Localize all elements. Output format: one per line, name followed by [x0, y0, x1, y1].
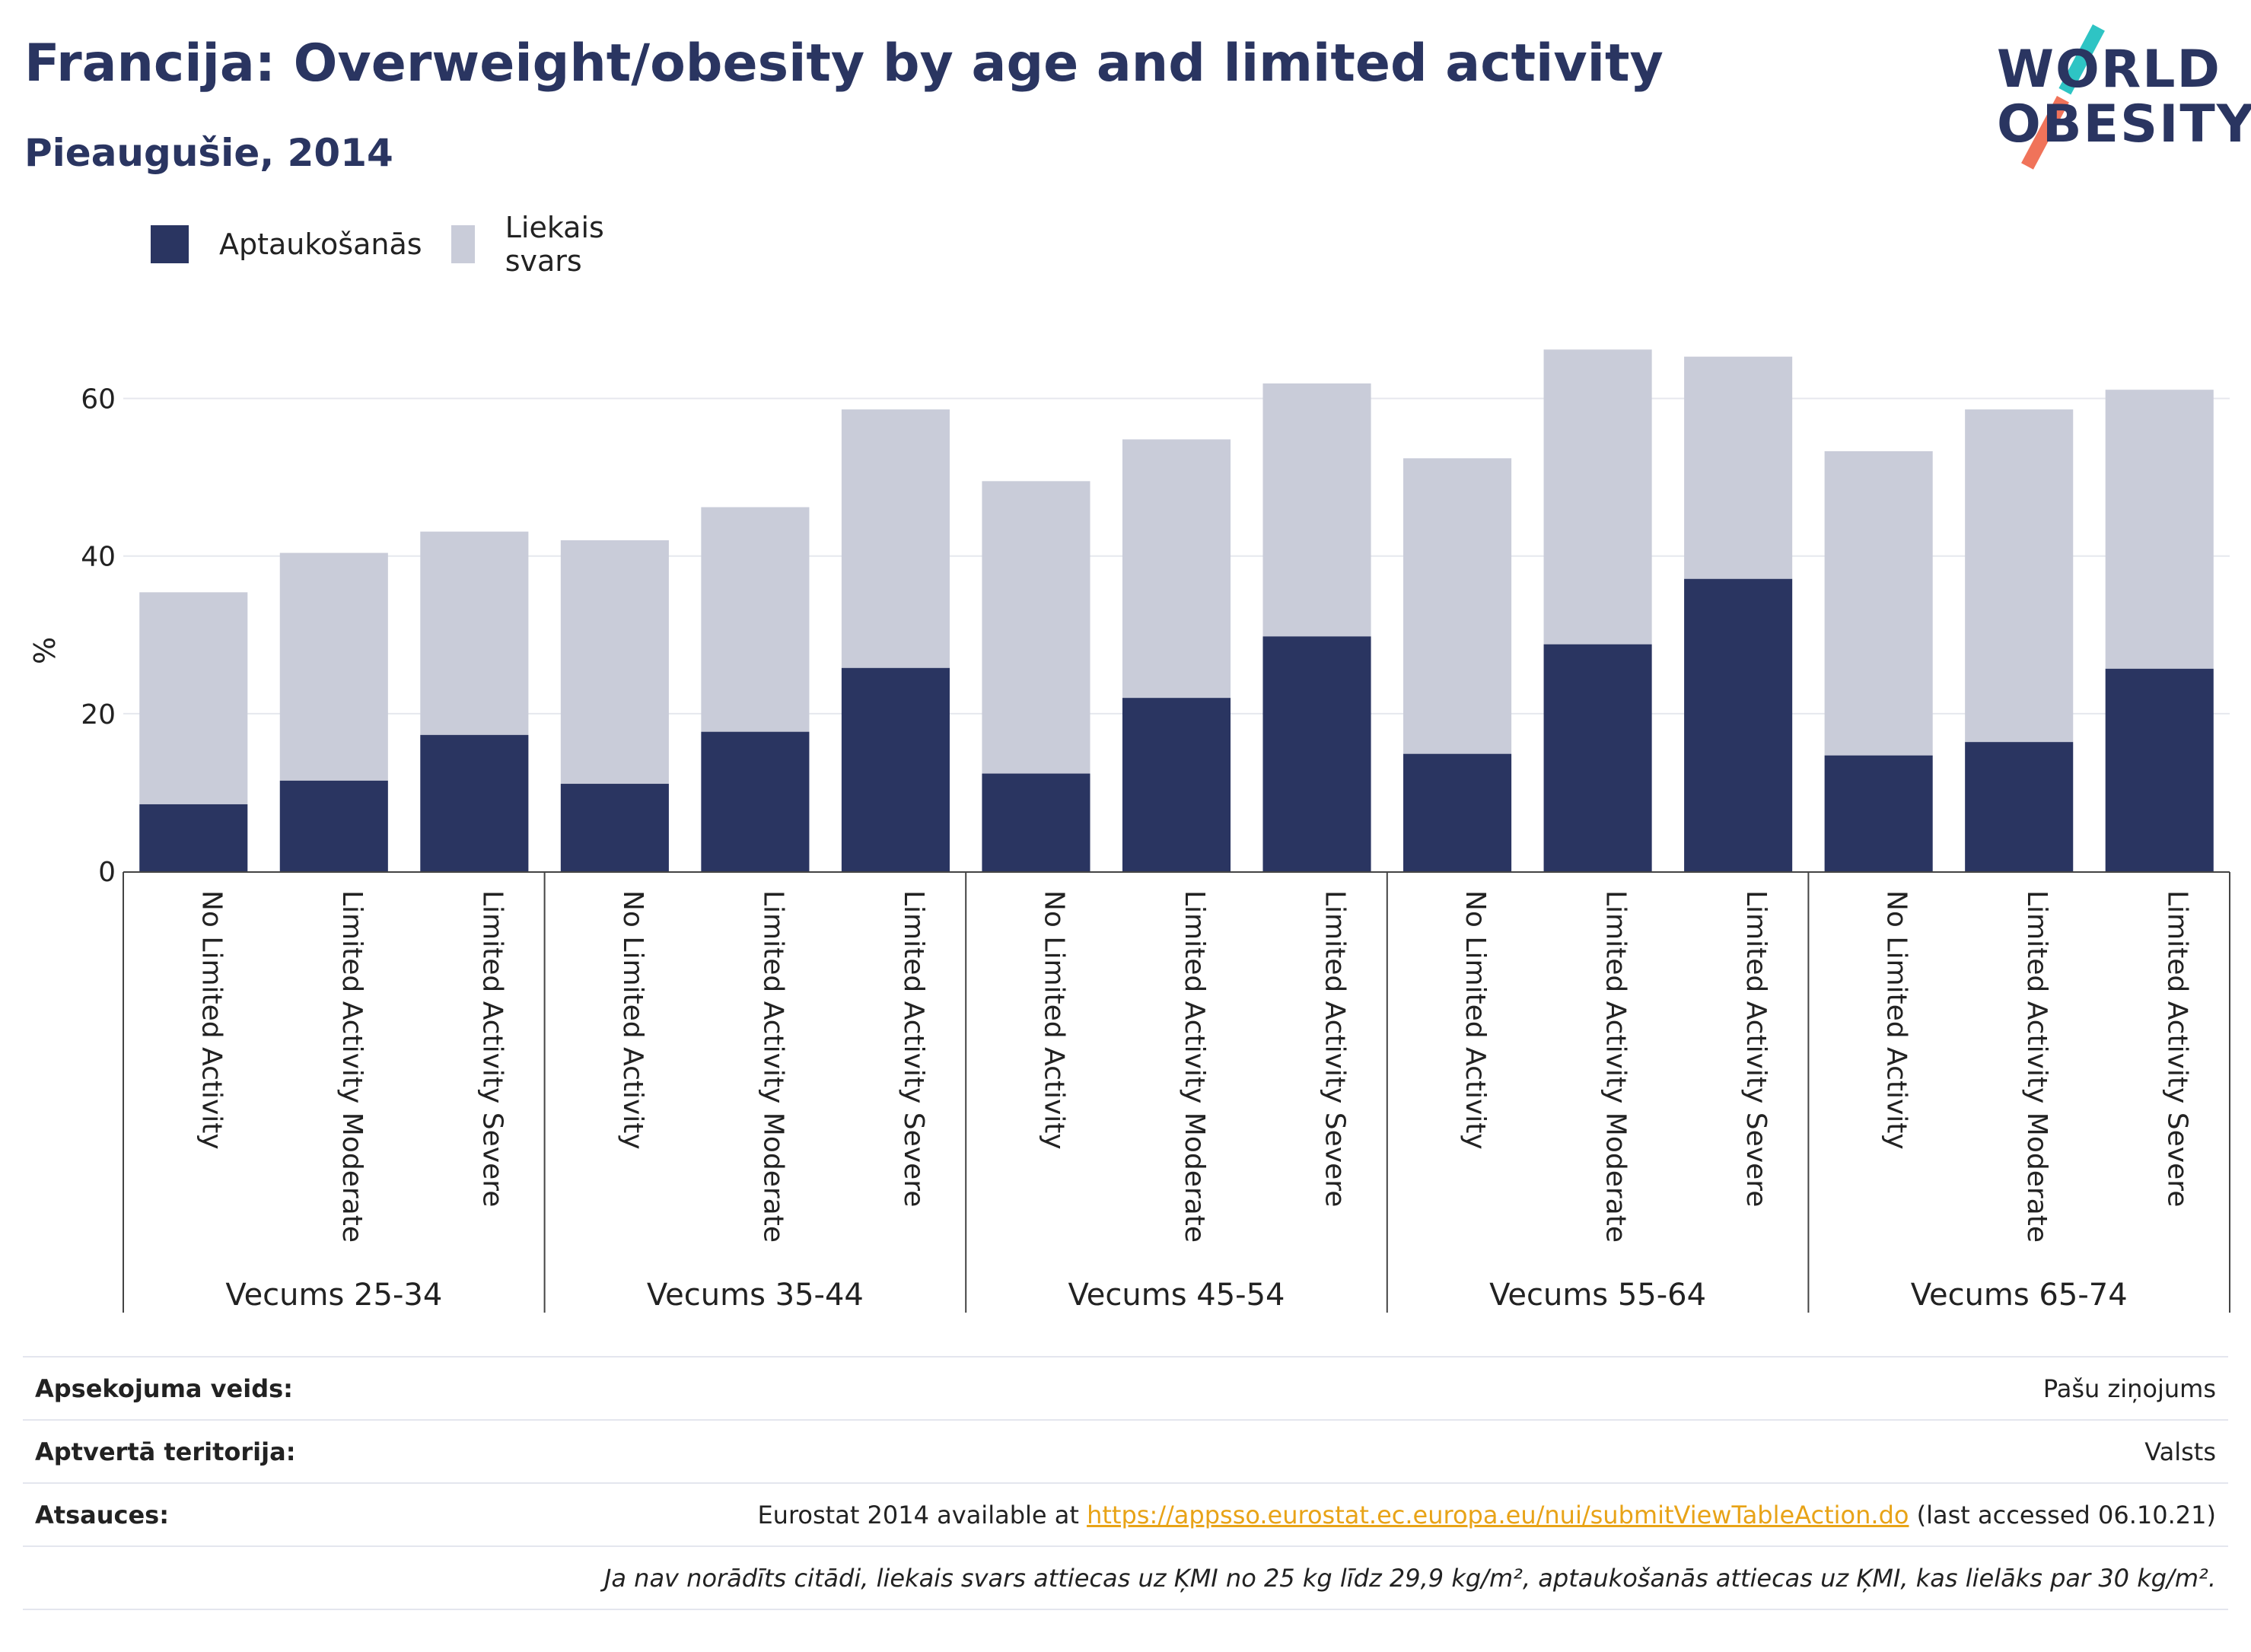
legend-swatch-obesity	[151, 225, 189, 263]
definition-note: Ja nav norādīts citādi, liekais svars at…	[603, 1563, 2216, 1593]
bar-overweight	[279, 552, 388, 781]
x-tick-label: Limited Activity Severe	[1740, 890, 1772, 1207]
bar-obesity	[841, 667, 950, 871]
bar-obesity	[2105, 668, 2214, 871]
survey-value: Pašu ziņojums	[2042, 1373, 2216, 1403]
bar-overweight	[701, 507, 810, 732]
info-table: Apsekojuma veids: Pašu ziņojums Aptvertā…	[23, 1356, 2228, 1610]
y-axis-label: %	[28, 637, 62, 664]
y-tick-label: 20	[81, 699, 116, 731]
bar-obesity	[1122, 698, 1231, 871]
bar-overweight	[1543, 349, 1652, 645]
y-tick-label: 60	[81, 384, 116, 415]
logo-text-obesity: OBESITY	[1997, 94, 2251, 154]
group-label: Vecums 65-74	[1911, 1278, 2128, 1313]
x-tick-label: No Limited Activity	[617, 890, 648, 1150]
x-tick-label: No Limited Activity	[196, 890, 227, 1150]
bar-overweight	[1824, 450, 1933, 756]
legend-swatch-overweight	[451, 225, 475, 263]
survey-label: Apsekojuma veids:	[35, 1373, 293, 1403]
bar-overweight	[1262, 383, 1371, 637]
group-label: Vecums 35-44	[647, 1278, 864, 1313]
logo-text-world: WORLD	[1997, 40, 2221, 100]
references-label: Atsauces:	[35, 1500, 169, 1529]
x-tick-label: Limited Activity Moderate	[336, 890, 368, 1243]
bar-obesity	[139, 804, 248, 871]
references-value: Eurostat 2014 available at https://appss…	[757, 1501, 2228, 1529]
group-label: Vecums 45-54	[1068, 1278, 1285, 1313]
legend-item-overweight[interactable]: Liekais svars	[451, 211, 619, 278]
x-tick-label: Limited Activity Severe	[898, 890, 929, 1207]
x-tick-label: Limited Activity Moderate	[1600, 890, 1632, 1243]
bar-obesity	[1684, 578, 1793, 871]
info-row-survey: Apsekojuma veids: Pašu ziņojums	[23, 1356, 2228, 1419]
bar-overweight	[139, 592, 248, 804]
x-tick-label: Limited Activity Severe	[1320, 890, 1351, 1207]
bar-obesity	[1543, 644, 1652, 871]
bar-overweight	[1403, 458, 1512, 754]
bar-overweight	[2105, 390, 2214, 669]
x-tick-label: No Limited Activity	[1460, 890, 1491, 1150]
bar-overweight	[1122, 439, 1231, 699]
bar-obesity	[701, 731, 810, 871]
chart-subtitle: Pieaugušie, 2014	[24, 131, 393, 175]
territory-label: Aptvertā teritorija:	[35, 1437, 296, 1466]
bar-obesity	[1403, 753, 1512, 871]
bar-obesity	[420, 734, 529, 871]
x-tick-label: Limited Activity Moderate	[757, 890, 788, 1243]
bar-obesity	[1824, 755, 1933, 871]
stacked-bar-chart: 0 20 40 60% No Limited Activity Limited Activ…	[28, 349, 2230, 1313]
legend-label-obesity: Aptaukošanās	[219, 228, 422, 261]
x-tick-label: Limited Activity Moderate	[1179, 890, 1210, 1243]
bar-obesity	[279, 780, 388, 871]
x-tick-label: Limited Activity Severe	[476, 890, 508, 1207]
bar-overweight	[560, 540, 669, 785]
bar-overweight	[1965, 409, 2074, 743]
legend-label-overweight: Liekais svars	[505, 211, 604, 278]
references-prefix: Eurostat 2014 available at	[757, 1500, 1087, 1529]
y-tick-label: 0	[98, 857, 116, 888]
bar-obesity	[560, 784, 669, 871]
bar-overweight	[982, 481, 1090, 774]
x-tick-label: No Limited Activity	[1881, 890, 1912, 1150]
group-label: Vecums 55-64	[1489, 1278, 1706, 1313]
group-label: Vecums 25-34	[225, 1278, 442, 1313]
bar-overweight	[841, 409, 950, 668]
bar-obesity	[982, 773, 1090, 871]
world-obesity-logo: WORLD OBESITY	[1979, 23, 2251, 170]
info-row-references: Atsauces: Eurostat 2014 available at htt…	[23, 1482, 2228, 1545]
territory-value: Valsts	[2144, 1437, 2216, 1466]
bar-overweight	[420, 531, 529, 735]
references-suffix: (last accessed 06.10.21)	[1909, 1500, 2216, 1529]
info-row-territory: Aptvertā teritorija: Valsts	[23, 1419, 2228, 1482]
bar-obesity	[1965, 742, 2074, 871]
x-tick-label: Limited Activity Moderate	[2021, 890, 2052, 1243]
bar-overweight	[1684, 356, 1793, 579]
bar-obesity	[1262, 636, 1371, 871]
x-tick-label: No Limited Activity	[1038, 890, 1069, 1150]
chart-title: Francija: Overweight/obesity by age and …	[24, 33, 1664, 94]
legend-item-obesity[interactable]: Aptaukošanās	[151, 224, 422, 264]
x-tick-label: Limited Activity Severe	[2162, 890, 2193, 1207]
references-link[interactable]: https://appsso.eurostat.ec.europa.eu/nui…	[1087, 1500, 1909, 1529]
info-row-note: Ja nav norādīts citādi, liekais svars at…	[23, 1545, 2228, 1610]
y-tick-label: 40	[81, 542, 116, 573]
